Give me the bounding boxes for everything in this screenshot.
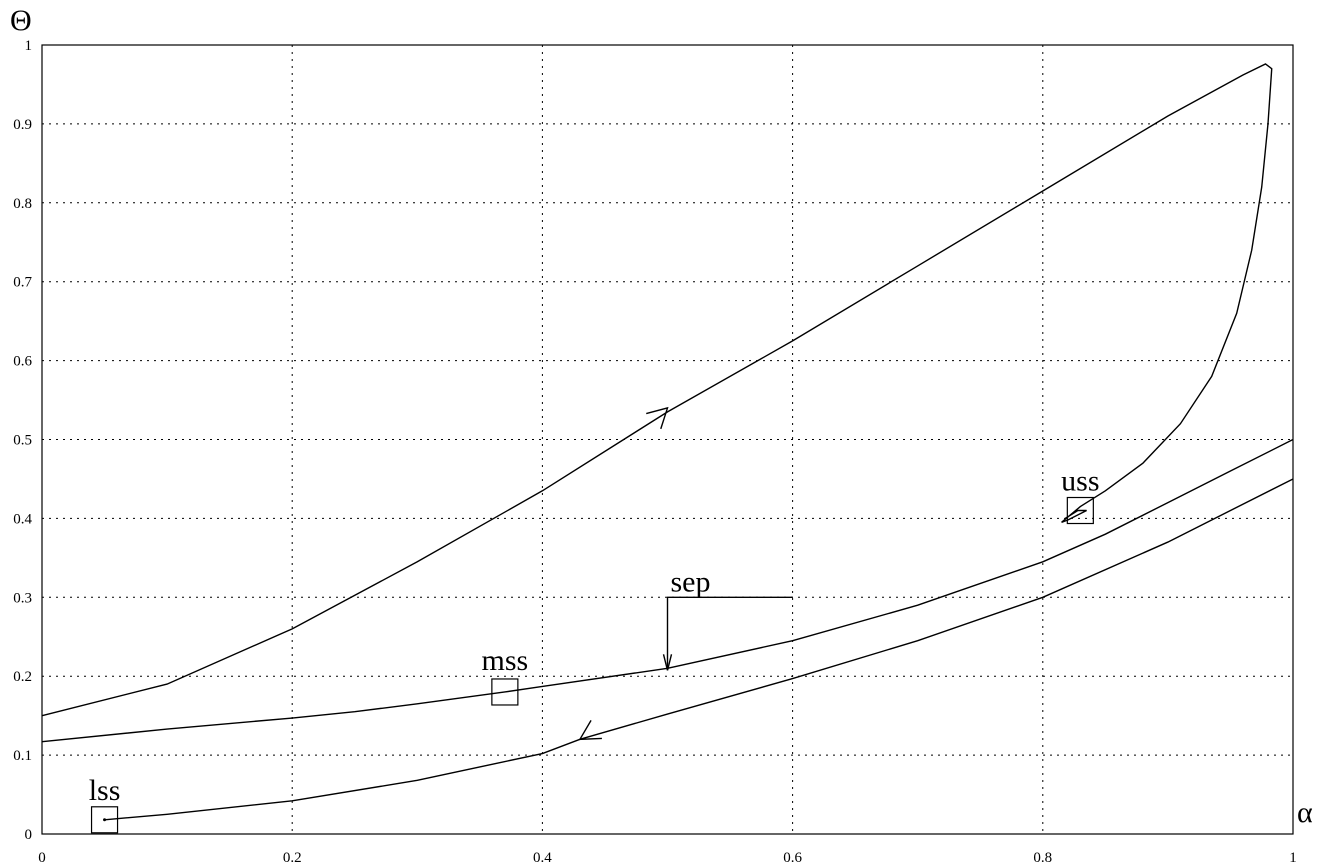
x-tick-label: 0.2 xyxy=(283,850,302,866)
x-tick-label: 0.8 xyxy=(1033,850,1052,866)
sep-pointer-arrow xyxy=(662,654,673,671)
y-tick-label: 0.3 xyxy=(13,590,32,606)
y-tick-label: 0.5 xyxy=(13,433,32,449)
sep-label: sep xyxy=(671,565,711,598)
y-tick-label: 0.9 xyxy=(13,117,32,133)
x-tick-label: 1 xyxy=(1289,850,1297,866)
mss-box xyxy=(491,678,519,706)
lss-point xyxy=(103,818,107,822)
y-tick-label: 0.6 xyxy=(13,354,32,370)
x-tick-label: 0.4 xyxy=(533,850,552,866)
x-tick-label: 0.6 xyxy=(783,850,802,866)
direction-arrow-lower xyxy=(578,719,602,741)
y-tick-label: 0.7 xyxy=(13,275,32,291)
lss-label: lss xyxy=(89,774,121,807)
sep-pointer xyxy=(666,596,793,671)
mss-label: mss xyxy=(482,644,529,677)
y-axis-label: Θ xyxy=(10,4,32,37)
trajectory-3 xyxy=(104,478,1294,821)
y-tick-label: 0.1 xyxy=(13,748,32,764)
y-tick-label: 0 xyxy=(25,827,33,843)
x-tick-label: 0 xyxy=(38,850,46,866)
direction-arrow-upper xyxy=(646,406,669,430)
x-axis-label: α xyxy=(1297,796,1313,829)
y-tick-label: 1 xyxy=(25,38,33,54)
uss-label: uss xyxy=(1061,465,1099,498)
trajectory-2 xyxy=(41,438,1294,743)
y-tick-label: 0.4 xyxy=(13,511,32,527)
y-tick-label: 0.8 xyxy=(13,196,32,212)
y-tick-label: 0.2 xyxy=(13,669,32,685)
plot-frame xyxy=(41,44,1294,835)
uss-box xyxy=(1066,496,1094,525)
lss-box xyxy=(90,806,119,834)
trajectory-1 xyxy=(41,63,1273,717)
